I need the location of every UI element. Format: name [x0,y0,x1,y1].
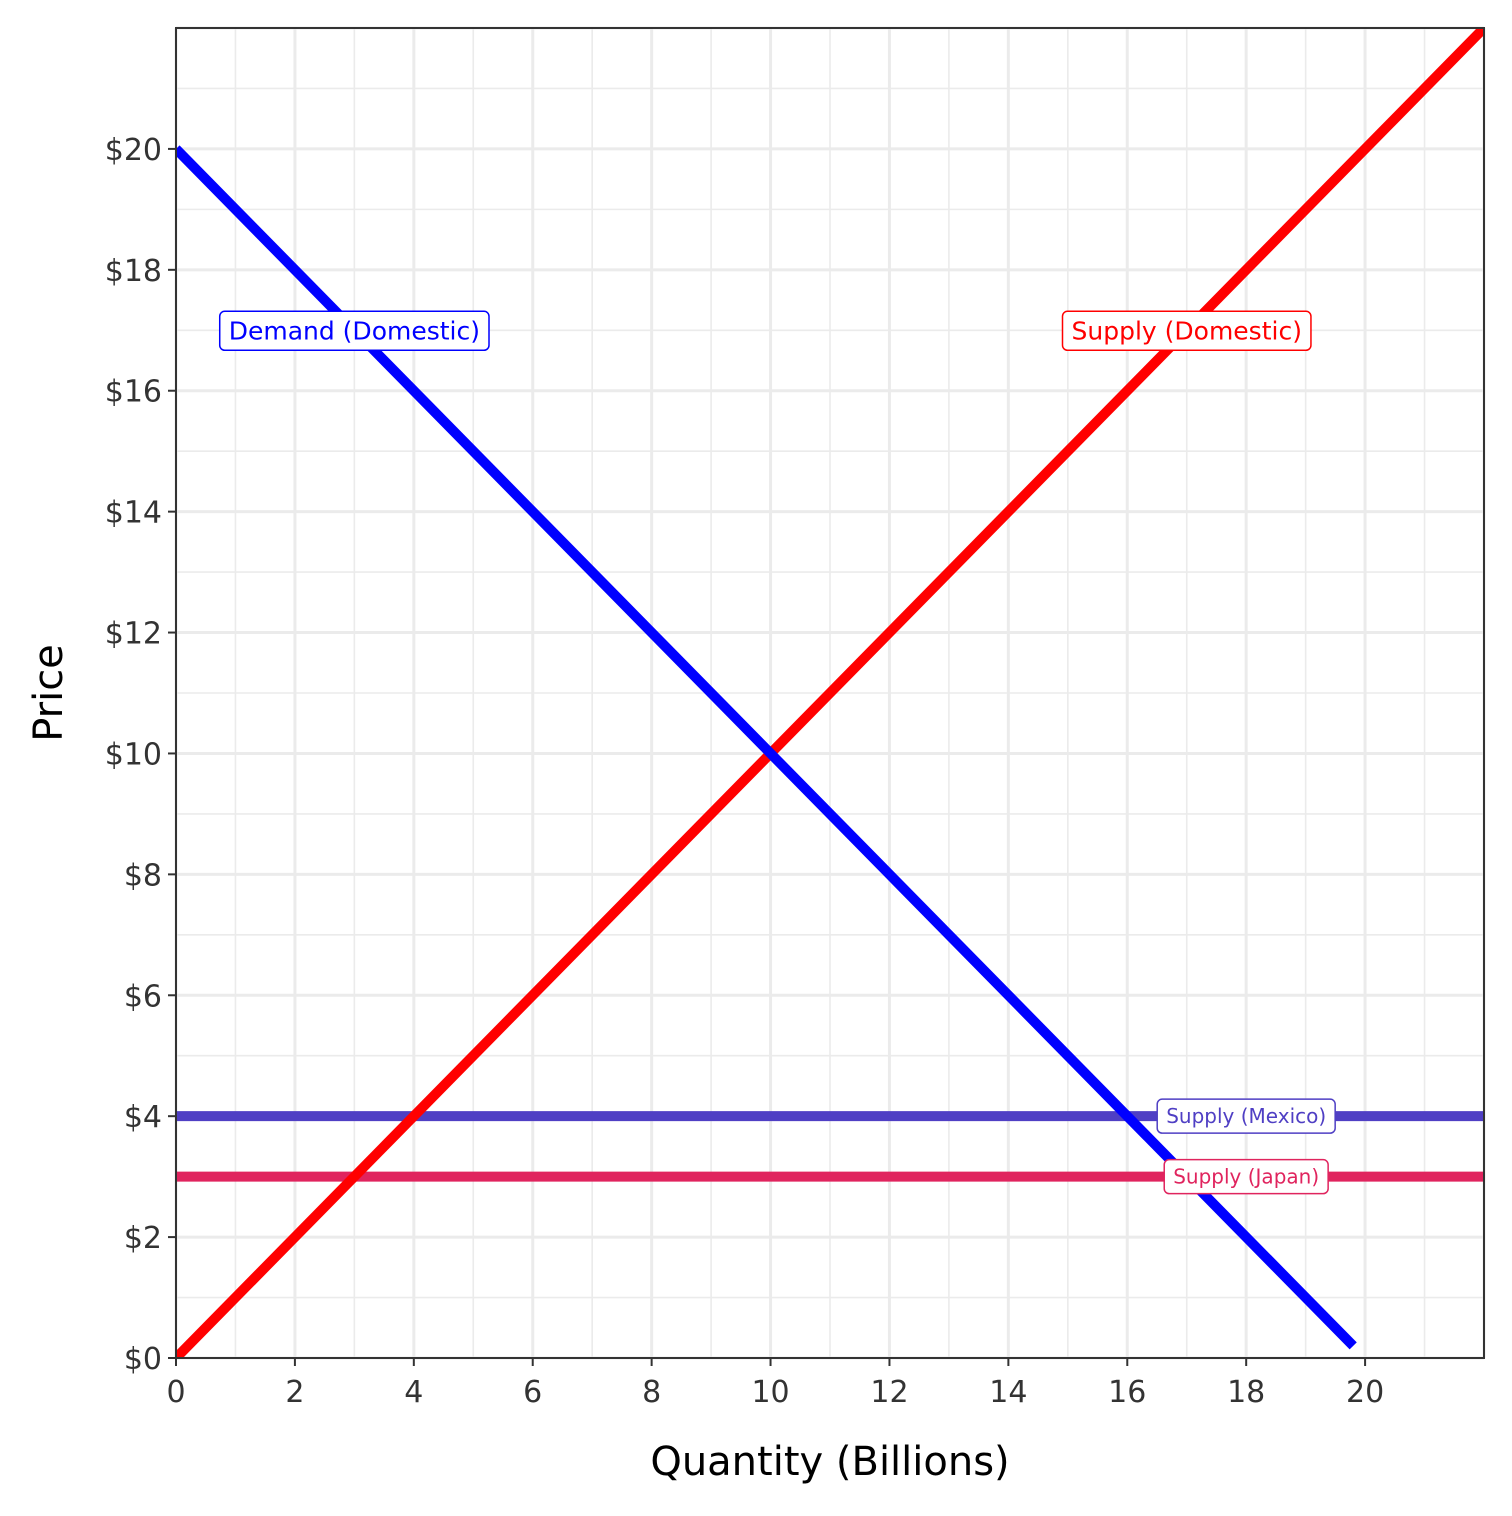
y-tick-label: $0 [124,1342,162,1377]
y-tick-label: $10 [105,737,162,772]
series-label-supply-domestic: Supply (Domestic) [1061,310,1312,352]
y-tick-label: $12 [105,617,162,652]
y-tick-label: $18 [105,254,162,289]
series-label-box [218,310,490,352]
series-label-text: Supply (Mexico) [1166,1104,1326,1128]
y-axis-title: Price [26,644,72,742]
y-tick-label: $4 [124,1100,162,1135]
x-tick-label: 8 [642,1375,661,1410]
x-tick-label: 12 [870,1375,908,1410]
series-labels: Demand (Domestic) Supply (Domestic) Supply… [218,310,1336,1195]
series-label-supply-mexico: Supply (Mexico) [1156,1098,1336,1134]
x-axis-title: Quantity (Billions) [650,1439,1009,1485]
x-tick-label: 6 [523,1375,542,1410]
y-tick-label: $16 [105,375,162,410]
series-label-box [1156,1098,1336,1134]
y-tick-label: $8 [124,858,162,893]
x-tick-label: 4 [404,1375,423,1410]
x-tick-label: 10 [751,1375,789,1410]
x-tick-label: 20 [1346,1375,1384,1410]
y-tick-label: $14 [105,496,162,531]
x-tick-label: 16 [1108,1375,1146,1410]
y-axis: $0 $2 $4 $6 $8 $10 $12 $14 $16 $18 $20 [105,133,176,1377]
series-label-text: Supply (Japan) [1173,1165,1319,1189]
x-axis: 0 2 4 6 8 10 12 14 16 18 20 [166,1358,1384,1410]
series-label-supply-japan: Supply (Japan) [1163,1158,1329,1195]
x-tick-label: 18 [1227,1375,1265,1410]
series-label-text: Supply (Domestic) [1072,316,1302,345]
x-tick-label: 14 [989,1375,1027,1410]
y-tick-label: $2 [124,1221,162,1256]
series-label-text: Demand (Domestic) [229,316,480,345]
y-tick-label: $20 [105,133,162,168]
y-tick-label: $6 [124,979,162,1014]
series-label-box [1163,1158,1329,1195]
series-label-demand-domestic: Demand (Domestic) [218,310,490,352]
plot-border [175,27,1485,1359]
series-label-box [1061,310,1312,352]
x-tick-label: 2 [285,1375,304,1410]
x-tick-label: 0 [166,1375,185,1410]
series-line-supply-domestic [176,28,1484,1358]
